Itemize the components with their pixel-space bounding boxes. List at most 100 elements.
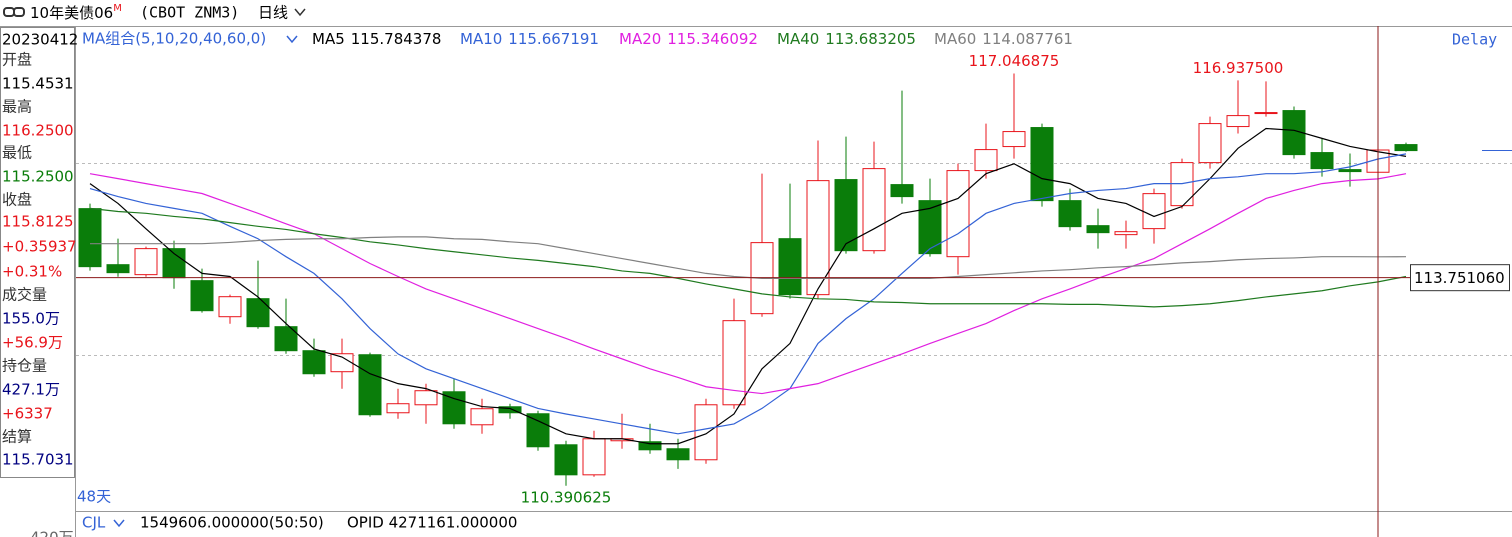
- candle-body: [414, 390, 438, 406]
- candle-body: [1086, 225, 1110, 234]
- legend-entry: MA20 115.346092: [619, 30, 758, 48]
- legend-title[interactable]: MA组合(5,10,20,40,60,0): [82, 30, 266, 48]
- axis-label: 420万: [30, 529, 74, 537]
- candle-body: [582, 438, 606, 476]
- indicator-value: 1549606.000000(50:50): [140, 514, 324, 532]
- legend-entry: MA40 113.683205: [777, 30, 916, 48]
- candle-body: [358, 354, 382, 416]
- legend-name: MA60: [934, 30, 976, 48]
- info-row: 427.1万: [2, 381, 60, 399]
- info-row: 成交量: [2, 286, 47, 304]
- link-icon: [13, 7, 25, 17]
- candle-body: [1310, 152, 1334, 170]
- info-row: 20230412: [2, 31, 78, 49]
- period-label: 48天: [77, 488, 111, 506]
- title-text: 10年美债06: [30, 4, 113, 22]
- candle-body: [470, 408, 494, 426]
- candle-body: [862, 168, 886, 252]
- candle-body: [1254, 112, 1278, 115]
- info-row: 持仓量: [2, 357, 47, 375]
- info-row: 结算: [2, 428, 32, 446]
- candle-body: [890, 184, 914, 198]
- legend-value: 115.784378: [351, 30, 442, 48]
- ma-line: [89, 207, 1407, 308]
- candle-body: [1142, 193, 1166, 230]
- candle-body: [1226, 115, 1250, 128]
- info-row: 最高: [2, 98, 32, 116]
- candle-body: [498, 406, 522, 414]
- candle-body: [834, 179, 858, 252]
- title: 10年美债06M: [30, 3, 122, 22]
- candle-body: [274, 326, 298, 352]
- legend-value: 115.346092: [667, 30, 758, 48]
- candle-body: [974, 149, 998, 172]
- legend-entry: MA5 115.784378: [312, 30, 441, 48]
- candle-body: [526, 413, 550, 448]
- legend-value: 113.683205: [825, 30, 916, 48]
- chevron[interactable]: [294, 8, 306, 17]
- info-row: 116.2500: [2, 122, 74, 140]
- candle-body: [442, 391, 466, 425]
- ma-line: [89, 153, 1407, 435]
- legend-name: MA10: [460, 30, 502, 48]
- link-icon: [3, 7, 15, 17]
- info-row: +6337: [2, 405, 53, 423]
- chevron[interactable]: [113, 519, 125, 528]
- candle-body: [694, 404, 718, 461]
- candle-body: [666, 448, 690, 461]
- info-row: 115.7031: [2, 451, 74, 469]
- candle-body: [1058, 200, 1082, 228]
- legend-value: 115.667191: [508, 30, 599, 48]
- info-row: 开盘: [2, 51, 32, 69]
- info-row: +56.9万: [2, 334, 63, 352]
- cursor-label: 113.751060: [1414, 269, 1505, 287]
- title-sup: M: [113, 3, 122, 14]
- info-row: +0.35937: [2, 238, 77, 256]
- info-row: 155.0万: [2, 310, 60, 328]
- candle-body: [946, 170, 970, 258]
- candle-body: [778, 238, 802, 296]
- candle-body: [1282, 110, 1306, 156]
- candle-body: [246, 298, 270, 328]
- period[interactable]: 日线: [258, 4, 288, 22]
- candle-body: [78, 208, 102, 268]
- candle-body: [638, 441, 662, 451]
- chevron[interactable]: [286, 35, 298, 44]
- legend-entry: MA10 115.667191: [460, 30, 599, 48]
- info-row: 收盘: [2, 191, 32, 209]
- indicator-value: OPID 4271161.000000: [347, 514, 517, 532]
- legend-name: MA20: [619, 30, 661, 48]
- candle-body: [806, 180, 830, 296]
- candle-body: [1114, 231, 1138, 236]
- candle-body: [190, 280, 214, 312]
- legend-name: MA40: [777, 30, 819, 48]
- ma-line: [89, 173, 1407, 395]
- candle-body: [1198, 123, 1222, 164]
- info-panel: 20230412 开盘 115.4531 最高 116.2500 最低 115.2500 收盘…: [2, 31, 78, 469]
- info-row: 115.2500: [2, 168, 74, 186]
- info-row: +0.31%: [2, 263, 62, 281]
- candle-body: [218, 296, 242, 318]
- info-row: 115.4531: [2, 75, 74, 93]
- legend: MA5 115.784378 MA10 115.667191 MA20 115.34609…: [312, 30, 1073, 48]
- candle-body: [1338, 169, 1362, 173]
- candle-body: [302, 350, 326, 375]
- indicator[interactable]: CJL: [82, 514, 106, 532]
- plot: 110.390625 117.046875 116.937500 113.751060: [76, 26, 1510, 537]
- candle-body: [386, 403, 410, 414]
- high-label: 117.046875: [969, 52, 1060, 70]
- low-label: 110.390625: [521, 488, 612, 506]
- candle-body: [722, 320, 746, 406]
- candle-body: [1394, 144, 1418, 152]
- top-bar: 10年美债06M (CBOT ZNM3) 日线: [3, 3, 306, 22]
- legend-entry: MA60 114.087761: [934, 30, 1073, 48]
- bottom-bar: CJL 1549606.000000(50:50) OPID 4271161.0…: [30, 514, 517, 537]
- legend-value: 114.087761: [982, 30, 1073, 48]
- info-row: 115.8125: [2, 213, 74, 231]
- candle-body: [330, 353, 354, 373]
- cursor-label-box: [1410, 264, 1510, 292]
- candle-body: [918, 200, 942, 255]
- info-row: 最低: [2, 144, 32, 162]
